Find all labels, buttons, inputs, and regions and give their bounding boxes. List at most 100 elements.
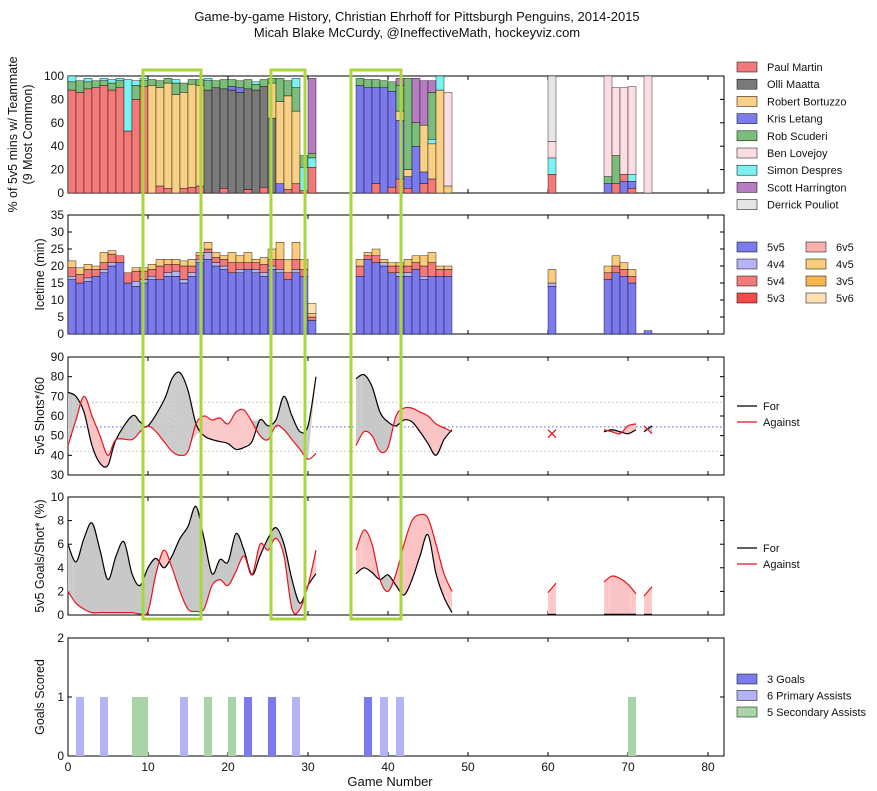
icetime-bar-segment — [443, 265, 453, 270]
goals-fill-band — [73, 559, 75, 602]
shots-fill-band — [275, 396, 284, 427]
shots-fill-band — [423, 413, 424, 438]
goals-fill-band — [226, 562, 227, 586]
teammates-panel: 0 20 40 60 80 100 % of 5v5 mins w/ Teammate (9 … — [6, 56, 725, 213]
icetime-bar-segment — [99, 262, 109, 270]
icetime-bar-segment — [67, 279, 77, 335]
goals-fill-band — [127, 551, 128, 613]
teammates-bar-segment — [603, 183, 613, 194]
icetime-bar-segment — [99, 252, 109, 263]
teammates-bar-segment — [211, 87, 221, 194]
shots-fill-band — [231, 418, 240, 450]
legend-teammate-label: Simon Despres — [767, 165, 843, 177]
scoring-xtick-label: 50 — [461, 760, 475, 774]
goals-fill-band — [83, 538, 84, 610]
icetime-bar-segment — [403, 276, 413, 335]
shots-fill-band — [290, 429, 299, 439]
icetime-bar-segment — [203, 252, 213, 260]
icetime-bar-segment — [155, 265, 165, 280]
shots-legend-against: Against — [763, 417, 800, 429]
goals-fill-band — [373, 547, 374, 575]
goals-fill-band — [434, 536, 435, 570]
goals-fill-band — [359, 535, 361, 571]
goals-fill-band — [444, 573, 446, 600]
chart-title-line1: Game-by-game History, Christian Ehrhoff … — [194, 9, 639, 24]
shots-fill-band — [89, 406, 90, 438]
legend-teammate-swatch — [736, 147, 758, 159]
icetime-bar-segment — [603, 265, 613, 274]
goals-fill-band — [628, 584, 630, 615]
goals-fill-band — [613, 575, 614, 615]
shots-fill-band — [650, 426, 652, 434]
shots-fill-band — [291, 430, 300, 440]
shots-fill-band — [225, 422, 234, 449]
shots-fill-band — [71, 393, 73, 435]
icetime-bar-segment — [411, 269, 421, 335]
goals-fill-band — [139, 585, 140, 614]
shots-fill-band — [416, 409, 417, 428]
teammates-ytick-label: 40 — [51, 139, 65, 153]
goals-fill-band — [449, 586, 451, 611]
shots-fill-band — [99, 433, 100, 464]
goals-fill-band — [633, 590, 635, 615]
shots-fill-band — [181, 394, 190, 456]
shots-fill-band — [635, 423, 636, 431]
goals-fill-band — [232, 542, 233, 580]
teammates-bar-segment — [107, 79, 117, 84]
icetime-bar-segment — [211, 262, 221, 267]
goals-fill-band — [362, 530, 364, 569]
goals-fill-band — [174, 549, 175, 577]
goals-fill-band — [238, 534, 239, 567]
teammates-bar-segment — [443, 185, 453, 194]
scoring-xtick-label: 10 — [141, 760, 155, 774]
legend-teammate-swatch — [736, 130, 758, 142]
goals-fill-band — [409, 525, 410, 588]
goals-fill-band — [145, 572, 146, 616]
goals-fill-band — [79, 552, 80, 607]
shots-fill-band — [217, 418, 226, 443]
goals-fill-band — [630, 586, 632, 615]
goals-fill-band — [383, 577, 384, 589]
goals-fill-band — [555, 583, 556, 615]
goals-fill-band — [274, 527, 275, 540]
goals-fill-band — [367, 531, 368, 570]
teammates-bar-segment — [291, 183, 301, 194]
shots-fill-band — [418, 410, 419, 431]
shots-fill-band — [159, 388, 169, 437]
goals-fill-band — [439, 555, 440, 587]
goals-fill-band — [632, 589, 634, 615]
icetime-bar-segment — [307, 303, 317, 314]
icetime-bar-segment — [387, 262, 397, 267]
shots-fill-band — [445, 428, 447, 439]
goals-fill-band — [149, 564, 150, 609]
teammates-bar-segment — [131, 85, 141, 100]
shots-fill-band — [285, 418, 294, 432]
shots-fill-band — [218, 417, 227, 444]
shots-fill-band — [377, 403, 378, 449]
icetime-bar-segment — [227, 272, 237, 335]
icetime-ytick-label: 10 — [51, 293, 65, 307]
goals-line-against — [67, 537, 317, 616]
goals-fill-band — [420, 514, 421, 556]
teammates-bar-segment — [403, 78, 413, 170]
icetime-bar-segment — [627, 269, 637, 277]
icetime-bar-segment — [91, 265, 101, 270]
teammates-bar-segment — [627, 181, 637, 189]
goals-fill-band — [108, 579, 109, 613]
shots-fill-band — [154, 403, 163, 431]
goals-fill-band — [115, 556, 116, 613]
icetime-bar-segment — [275, 259, 285, 270]
icetime-bar-segment — [379, 259, 389, 263]
teammates-bar-segment — [619, 181, 629, 194]
shots-fill-band — [372, 386, 373, 438]
shots-fill-band — [417, 410, 418, 429]
icetime-bar-segment — [187, 265, 197, 274]
goals-fill-band — [229, 555, 230, 585]
teammates-ytick-label: 20 — [51, 163, 65, 177]
teammates-bar-segment — [251, 81, 261, 85]
goals-fill-band — [188, 524, 189, 611]
teammates-bar-segment — [235, 92, 245, 194]
shots-fill-band — [83, 396, 84, 413]
shots-fill-band — [132, 415, 134, 440]
goals-fill-band — [429, 520, 430, 541]
